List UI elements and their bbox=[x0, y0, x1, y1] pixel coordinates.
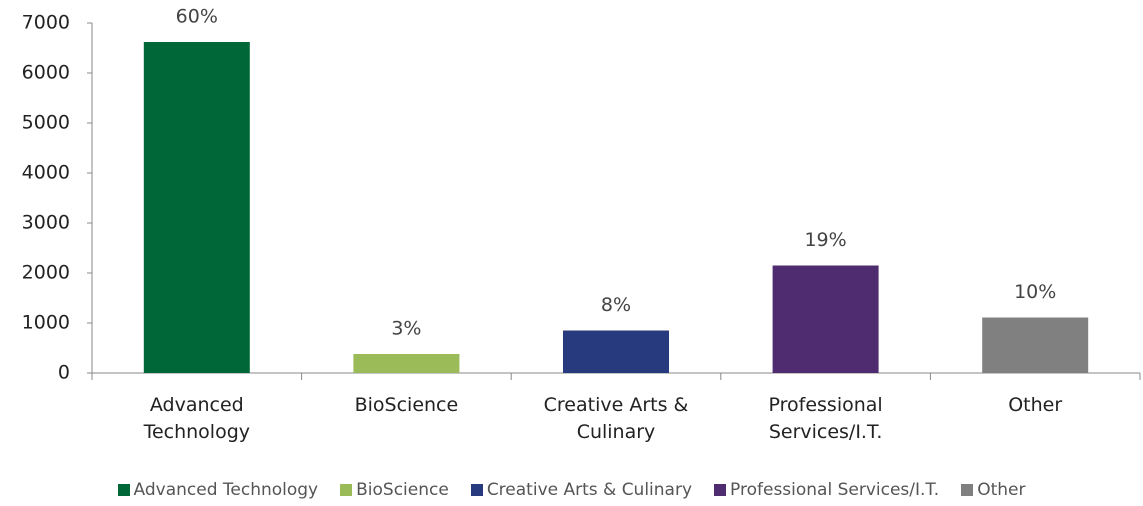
legend-swatch bbox=[961, 484, 974, 496]
y-tick-label: 7000 bbox=[22, 12, 70, 34]
legend-item: Creative Arts & Culinary bbox=[470, 480, 693, 500]
legend-item: Other bbox=[961, 480, 1025, 500]
data-label: 19% bbox=[804, 229, 846, 251]
bar bbox=[982, 317, 1089, 373]
legend-label: Other bbox=[977, 480, 1026, 500]
legend-swatch bbox=[340, 484, 353, 496]
legend-label: Professional Services/I.T. bbox=[730, 480, 940, 500]
x-tick-label: Other bbox=[1008, 394, 1063, 416]
legend: Advanced Technology BioScience Creative Ar… bbox=[0, 480, 1143, 500]
y-tick-label: 0 bbox=[58, 362, 70, 384]
legend-item: BioScience bbox=[340, 480, 449, 500]
x-tick-label: Professional Services/I.T. bbox=[768, 394, 883, 443]
data-label: 3% bbox=[391, 318, 421, 340]
x-tick-label: BioScience bbox=[354, 394, 459, 416]
legend-item: Professional Services/I.T. bbox=[714, 480, 939, 500]
legend-swatch bbox=[470, 484, 483, 496]
y-tick-label: 1000 bbox=[22, 312, 70, 334]
bar bbox=[353, 354, 460, 373]
data-label: 10% bbox=[1014, 281, 1056, 303]
bar bbox=[143, 42, 250, 373]
bar bbox=[563, 330, 669, 373]
bar bbox=[772, 265, 879, 373]
y-tick-label: 4000 bbox=[22, 162, 70, 184]
data-label: 8% bbox=[601, 294, 631, 316]
legend-swatch bbox=[714, 484, 727, 496]
legend-label: Creative Arts & Culinary bbox=[486, 480, 693, 500]
legend-label: Advanced Technology bbox=[133, 480, 319, 500]
y-tick-label: 5000 bbox=[22, 112, 70, 134]
data-label: 60% bbox=[176, 6, 218, 28]
y-tick-label: 2000 bbox=[22, 262, 70, 284]
legend-label: BioScience bbox=[356, 480, 449, 500]
x-tick-label: Advanced Technology bbox=[143, 394, 251, 443]
y-tick-label: 6000 bbox=[22, 62, 70, 84]
x-tick-label: Creative Arts & Culinary bbox=[543, 394, 689, 443]
legend-item: Advanced Technology bbox=[117, 480, 319, 500]
legend-swatch bbox=[117, 484, 130, 496]
y-tick-label: 3000 bbox=[22, 212, 70, 234]
